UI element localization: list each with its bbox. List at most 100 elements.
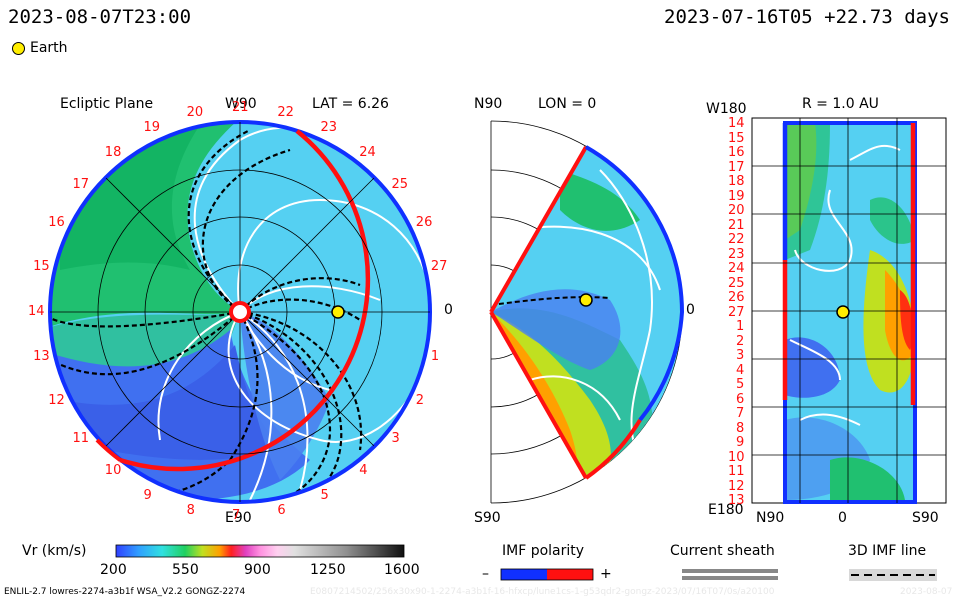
radial-row-label: 5 xyxy=(736,377,745,392)
ecliptic-bottom-label: E90 xyxy=(225,510,252,526)
radial-row-label: 15 xyxy=(728,130,745,146)
ring-number: 8 xyxy=(186,502,195,518)
radial-x-label-s90: S90 xyxy=(912,510,939,526)
ring-number: 15 xyxy=(33,258,50,274)
meridional-plane-plot xyxy=(489,120,685,504)
latitude-label: LAT = 6.26 xyxy=(312,96,389,112)
radial-row-label: 10 xyxy=(728,449,745,465)
radial-row-label: 19 xyxy=(728,188,745,204)
colorbar-tick: 900 xyxy=(244,562,271,578)
radial-row-label: 12 xyxy=(728,478,745,494)
radial-x-label-n90: N90 xyxy=(756,510,785,526)
ring-number: 6 xyxy=(277,502,286,518)
colorbar-tick: 1250 xyxy=(310,562,346,578)
radial-map-plot xyxy=(751,117,947,504)
ring-number: 12 xyxy=(48,392,65,408)
colorbar-tick: 1600 xyxy=(384,562,420,578)
date-stamp: 2023-08-07 xyxy=(900,587,953,597)
radial-bottom-left-label: E180 xyxy=(708,502,744,518)
radial-row-label: 16 xyxy=(728,145,745,160)
velocity-colorbar xyxy=(115,544,405,558)
ecliptic-plane-plot xyxy=(48,120,432,504)
radial-row-label: 21 xyxy=(728,217,745,233)
ring-number: 3 xyxy=(391,431,400,447)
radial-x-label-0: 0 xyxy=(838,510,847,526)
ring-number: 1 xyxy=(430,349,440,365)
earth-ecliptic xyxy=(331,305,345,319)
radial-row-label: 18 xyxy=(728,174,745,189)
radial-row-label: 6 xyxy=(736,391,745,407)
radial-row-label: 27 xyxy=(728,304,745,320)
imf-line-title: 3D IMF line xyxy=(848,543,927,559)
radial-row-label: 4 xyxy=(736,362,745,378)
radial-row-label: 22 xyxy=(728,232,745,247)
ecliptic-title: Ecliptic Plane xyxy=(60,96,154,112)
radial-row-label: 14 xyxy=(728,116,745,131)
ring-number: 25 xyxy=(391,176,409,192)
radial-row-label: 20 xyxy=(728,203,745,218)
ring-number: 10 xyxy=(104,463,122,479)
ring-number: 16 xyxy=(48,215,65,231)
current-sheath-swatch xyxy=(682,569,778,580)
radial-top-left-label: W180 xyxy=(706,101,747,117)
ring-number: 27 xyxy=(430,258,448,274)
colorbar-tick: 200 xyxy=(100,562,127,578)
radial-row-label: 13 xyxy=(728,493,745,508)
radial-row-label: 2 xyxy=(736,333,745,349)
ring-number: 21 xyxy=(232,100,249,115)
ring-number: 18 xyxy=(104,144,122,160)
ring-number: 9 xyxy=(143,487,152,503)
ring-number: 24 xyxy=(359,144,376,160)
radial-row-label: 11 xyxy=(728,464,745,479)
ring-number: 13 xyxy=(33,349,50,365)
imf-plus-label: + xyxy=(600,566,612,582)
radial-row-label: 8 xyxy=(736,420,745,436)
ring-number: 11 xyxy=(72,431,90,447)
radial-row-label: 9 xyxy=(736,435,745,450)
ring-number: 14 xyxy=(28,304,45,319)
earth-radial xyxy=(836,305,850,319)
ring-number: 19 xyxy=(143,120,161,136)
ring-number: 26 xyxy=(415,215,433,231)
model-info: ENLIL-2.7 lowres-2274-a3b1f WSA_V2.2 GON… xyxy=(4,587,246,597)
earth-legend-label: Earth xyxy=(30,40,68,56)
meridional-top-label: N90 xyxy=(474,96,503,112)
ring-number: 4 xyxy=(359,463,368,479)
ring-number: 7 xyxy=(232,508,241,523)
datetime: 2023-08-07T23:00 xyxy=(8,6,192,28)
radial-row-label: 23 xyxy=(728,246,745,262)
ecliptic-top-label: W90 xyxy=(225,96,257,112)
earth-marker-icon xyxy=(12,41,25,55)
imf-minus-label: – xyxy=(482,566,489,582)
ring-number: 23 xyxy=(320,120,338,136)
radial-row-label: 24 xyxy=(728,261,745,276)
ring-number: 2 xyxy=(415,392,425,408)
ring-number: 5 xyxy=(320,487,329,503)
longitude-label: LON = 0 xyxy=(538,96,597,112)
colorbar-label: Vr (km/s) xyxy=(22,543,87,559)
ring-number: 17 xyxy=(72,176,90,192)
file-info: E0807214502/256x30x90-1-2274-a3b1f-16-hf… xyxy=(310,587,775,597)
radial-row-label: 1 xyxy=(736,319,745,334)
imf-line-swatch xyxy=(849,569,937,581)
current-sheath-title: Current sheath xyxy=(670,543,775,559)
radial-row-label: 26 xyxy=(728,290,745,305)
meridional-right-label: 0 xyxy=(686,302,695,318)
imf-negative-swatch xyxy=(501,569,547,580)
reference-time: 2023-07-16T05 +22.73 days xyxy=(664,6,950,28)
ring-number: 20 xyxy=(186,105,204,121)
radial-row-label: 7 xyxy=(736,406,745,421)
radial-row-label: 17 xyxy=(728,159,745,175)
radial-row-label: 25 xyxy=(728,275,745,291)
radial-row-label: 3 xyxy=(736,348,745,363)
colorbar-tick: 550 xyxy=(172,562,199,578)
ecliptic-right-label: 0 xyxy=(444,302,453,318)
meridional-bottom-label: S90 xyxy=(474,510,501,526)
ring-number: 22 xyxy=(277,105,294,121)
imf-polarity-title: IMF polarity xyxy=(502,543,585,559)
imf-positive-swatch xyxy=(547,569,593,580)
earth-legend: Earth xyxy=(12,40,68,56)
radius-label: R = 1.0 AU xyxy=(802,96,879,112)
earth-meridional xyxy=(579,293,593,307)
